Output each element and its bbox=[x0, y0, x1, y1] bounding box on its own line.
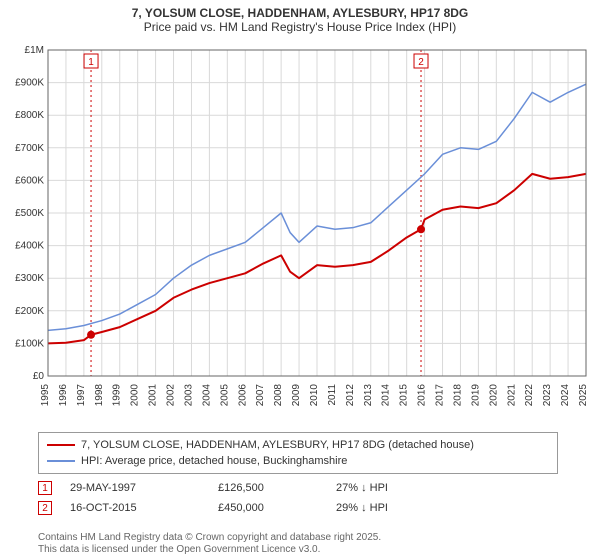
svg-text:2011: 2011 bbox=[327, 384, 338, 406]
svg-text:2014: 2014 bbox=[381, 384, 392, 407]
footer-line: This data is licensed under the Open Gov… bbox=[38, 544, 381, 556]
chart-title: 7, YOLSUM CLOSE, HADDENHAM, AYLESBURY, H… bbox=[0, 0, 600, 36]
svg-text:£300K: £300K bbox=[15, 273, 44, 284]
sale-date: 29-MAY-1997 bbox=[70, 482, 210, 494]
table-row: 1 29-MAY-1997 £126,500 27% ↓ HPI bbox=[38, 478, 558, 498]
svg-text:2021: 2021 bbox=[506, 384, 517, 407]
svg-text:2003: 2003 bbox=[183, 384, 194, 407]
legend: 7, YOLSUM CLOSE, HADDENHAM, AYLESBURY, H… bbox=[38, 432, 558, 474]
sale-pct: 29% ↓ HPI bbox=[336, 502, 456, 514]
svg-text:2007: 2007 bbox=[255, 384, 266, 407]
legend-label: HPI: Average price, detached house, Buck… bbox=[81, 453, 347, 469]
table-row: 2 16-OCT-2015 £450,000 29% ↓ HPI bbox=[38, 498, 558, 518]
svg-text:1999: 1999 bbox=[112, 384, 123, 407]
svg-text:£200K: £200K bbox=[15, 306, 44, 317]
svg-text:1: 1 bbox=[88, 57, 94, 68]
svg-text:2025: 2025 bbox=[578, 384, 589, 407]
svg-text:£900K: £900K bbox=[15, 78, 44, 89]
svg-text:2006: 2006 bbox=[237, 384, 248, 407]
svg-text:2002: 2002 bbox=[166, 384, 177, 407]
svg-text:2: 2 bbox=[418, 57, 424, 68]
svg-text:£500K: £500K bbox=[15, 208, 44, 219]
title-line2: Price paid vs. HM Land Registry's House … bbox=[0, 20, 600, 34]
svg-text:2009: 2009 bbox=[291, 384, 302, 407]
svg-text:1998: 1998 bbox=[94, 384, 105, 407]
sale-price: £450,000 bbox=[218, 502, 328, 514]
svg-text:1995: 1995 bbox=[40, 384, 51, 407]
svg-text:2004: 2004 bbox=[201, 384, 212, 407]
sale-price: £126,500 bbox=[218, 482, 328, 494]
svg-text:£100K: £100K bbox=[15, 338, 44, 349]
chart-area: £0 £100K £200K £300K £400K £500K £600K £700K £80… bbox=[6, 44, 594, 424]
svg-text:2015: 2015 bbox=[399, 384, 410, 407]
svg-text:2005: 2005 bbox=[219, 384, 230, 407]
svg-text:2000: 2000 bbox=[130, 384, 141, 407]
svg-text:1996: 1996 bbox=[58, 384, 69, 407]
sale-date: 16-OCT-2015 bbox=[70, 502, 210, 514]
svg-text:2018: 2018 bbox=[452, 384, 463, 407]
attribution-footer: Contains HM Land Registry data © Crown c… bbox=[38, 532, 381, 556]
svg-text:£0: £0 bbox=[33, 371, 45, 382]
legend-item: 7, YOLSUM CLOSE, HADDENHAM, AYLESBURY, H… bbox=[47, 437, 549, 453]
svg-text:2024: 2024 bbox=[560, 384, 571, 407]
svg-text:2013: 2013 bbox=[363, 384, 374, 407]
svg-text:£400K: £400K bbox=[15, 241, 44, 252]
sales-table: 1 29-MAY-1997 £126,500 27% ↓ HPI 2 16-OC… bbox=[38, 478, 558, 518]
svg-text:2012: 2012 bbox=[345, 384, 356, 407]
title-line1: 7, YOLSUM CLOSE, HADDENHAM, AYLESBURY, H… bbox=[0, 6, 600, 20]
svg-text:2016: 2016 bbox=[417, 384, 428, 407]
sale-pct: 27% ↓ HPI bbox=[336, 482, 456, 494]
line-chart: £0 £100K £200K £300K £400K £500K £600K £700K £80… bbox=[6, 44, 594, 424]
svg-text:2017: 2017 bbox=[435, 384, 446, 407]
sale-marker-icon: 1 bbox=[38, 481, 52, 495]
sale-marker-icon: 2 bbox=[38, 501, 52, 515]
legend-item: HPI: Average price, detached house, Buck… bbox=[47, 453, 549, 469]
svg-text:2022: 2022 bbox=[524, 384, 535, 407]
svg-text:£800K: £800K bbox=[15, 110, 44, 121]
svg-text:2019: 2019 bbox=[470, 384, 481, 407]
svg-text:£600K: £600K bbox=[15, 175, 44, 186]
legend-swatch bbox=[47, 444, 75, 446]
legend-label: 7, YOLSUM CLOSE, HADDENHAM, AYLESBURY, H… bbox=[81, 437, 474, 453]
svg-text:2010: 2010 bbox=[309, 384, 320, 407]
svg-text:2023: 2023 bbox=[542, 384, 553, 407]
svg-text:2020: 2020 bbox=[488, 384, 499, 407]
legend-swatch bbox=[47, 460, 75, 462]
svg-text:2008: 2008 bbox=[273, 384, 284, 407]
svg-text:£1M: £1M bbox=[25, 45, 44, 56]
svg-text:1997: 1997 bbox=[76, 384, 87, 407]
footer-line: Contains HM Land Registry data © Crown c… bbox=[38, 532, 381, 544]
svg-text:2001: 2001 bbox=[148, 384, 159, 407]
svg-text:£700K: £700K bbox=[15, 143, 44, 154]
